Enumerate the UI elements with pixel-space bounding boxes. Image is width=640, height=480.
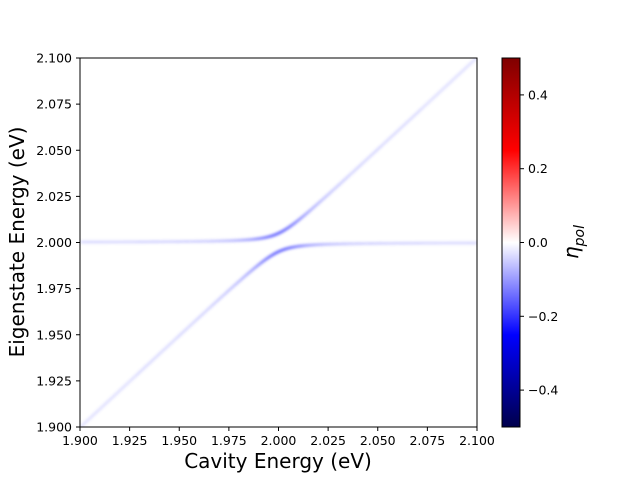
colorbar-tick-label: −0.4 (528, 383, 558, 398)
x-tick-label: 2.050 (360, 433, 396, 448)
y-tick-label: 2.025 (36, 189, 72, 204)
y-axis-ticks: 1.900 1.925 1.950 1.975 2.000 2.025 2.050 2.075… (36, 51, 80, 435)
y-tick-label: 2.000 (36, 235, 72, 250)
x-tick-label: 2.100 (459, 433, 495, 448)
y-tick-label: 2.050 (36, 143, 72, 158)
x-axis-ticks: 1.900 1.925 1.950 1.975 2.000 2.025 2.050 2.075… (62, 427, 495, 448)
y-tick-label: 2.100 (36, 51, 72, 66)
x-tick-label: 1.950 (161, 433, 197, 448)
colorbar: −0.4 −0.2 0.0 0.2 0.4 ηpol (501, 57, 588, 428)
colorbar-ticks: −0.4 −0.2 0.0 0.2 0.4 (520, 87, 558, 398)
x-tick-label: 1.975 (211, 433, 247, 448)
x-axis-label: Cavity Energy (eV) (184, 449, 372, 473)
y-tick-label: 1.950 (36, 327, 72, 342)
x-tick-label: 1.925 (112, 433, 148, 448)
colorbar-tick-label: 0.2 (528, 161, 548, 176)
colorbar-gradient (501, 57, 521, 428)
x-tick-label: 1.900 (62, 433, 98, 448)
y-tick-label: 1.900 (36, 420, 72, 435)
plot-area: 1.900 1.925 1.950 1.975 2.000 2.025 2.050 2.075… (5, 51, 495, 474)
colorbar-tick-label: 0.4 (528, 87, 548, 102)
x-tick-label: 2.000 (261, 433, 297, 448)
y-axis-label: Eigenstate Energy (eV) (5, 127, 29, 358)
y-tick-label: 2.075 (36, 97, 72, 112)
x-tick-label: 2.025 (310, 433, 346, 448)
heatmap-features (80, 58, 477, 427)
colorbar-tick-label: 0.0 (528, 235, 548, 250)
x-tick-label: 2.075 (409, 433, 445, 448)
colorbar-tick-label: −0.2 (528, 309, 558, 324)
y-tick-label: 1.975 (36, 281, 72, 296)
y-tick-label: 1.925 (36, 373, 72, 388)
colorbar-label: ηpol (559, 225, 588, 259)
